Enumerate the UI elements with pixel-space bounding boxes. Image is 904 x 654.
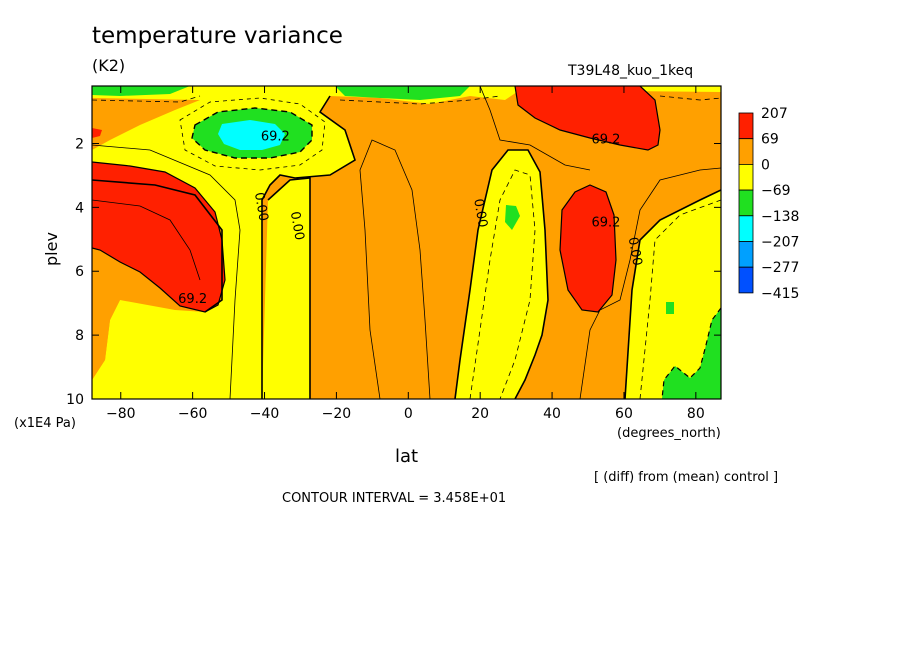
contour-fields — [92, 86, 721, 399]
colorbar-swatch — [738, 215, 754, 242]
field-red-left-small — [92, 128, 102, 138]
contour-line-thin-3 — [579, 167, 721, 399]
colorbar-swatch — [738, 241, 754, 268]
colorbar-swatch — [738, 266, 754, 294]
x-tick-label: 80 — [687, 406, 705, 422]
contour-label: 69.2 — [178, 292, 207, 307]
x-axis-label: lat — [395, 446, 419, 467]
contour-line-neg-top — [92, 95, 721, 105]
field-yellow-right — [625, 190, 721, 399]
field-yellow-top — [92, 86, 721, 399]
y-tick-label: 8 — [75, 328, 84, 344]
colorbar-swatch — [738, 189, 754, 217]
contour-line-neg-center — [469, 169, 536, 399]
field-cyan-blob — [218, 120, 285, 150]
colorbar-label: 0 — [761, 157, 770, 173]
colorbar-label: −69 — [761, 183, 791, 199]
contour-label: 0.00 — [625, 236, 645, 267]
field-red-topright — [515, 86, 660, 150]
contour-labels: 69.2 0.00 0.00 69.2 0.00 69.2 69.2 0.00 — [178, 129, 644, 307]
x-tick-label: −40 — [250, 406, 280, 422]
x-axis-units: (degrees_north) — [617, 426, 721, 441]
colorbar-swatch — [738, 163, 754, 191]
contour-line-zero-center — [454, 149, 549, 399]
contour-line-thin-2 — [359, 139, 431, 399]
colorbar-label: −277 — [761, 260, 799, 276]
plot-frame — [91, 85, 722, 400]
y-tick-label: 10 — [66, 392, 84, 408]
colorbar-swatch — [738, 112, 754, 140]
x-tick-label: −60 — [178, 406, 208, 422]
y-tick-label: 2 — [75, 136, 84, 152]
run-label: T39L48_kuo_1keq — [568, 63, 694, 79]
x-tick-label: 40 — [543, 406, 561, 422]
x-tick-label: −80 — [106, 406, 136, 422]
colorbar-label: −207 — [761, 235, 799, 251]
contour-line-neg-right — [639, 199, 721, 399]
field-green-top-left — [92, 86, 190, 96]
y-tick-label: 6 — [75, 264, 84, 280]
x-tick-label: 0 — [404, 406, 413, 422]
y-tick-label: 4 — [75, 200, 84, 216]
colorbar-label: −415 — [761, 286, 799, 302]
contour-line-zero-mid2 — [267, 177, 311, 399]
contour-line-thin-1 — [92, 144, 241, 399]
field-orange-right-patch — [660, 92, 721, 200]
field-yellow-center-band — [455, 150, 548, 399]
colorbar-label: 207 — [761, 106, 788, 122]
contour-line-zero-mid — [261, 95, 356, 399]
contour-label: 0.00 — [251, 191, 271, 222]
contour-line-69-right — [559, 184, 617, 313]
contour-interval: CONTOUR INTERVAL = 3.458E+01 — [282, 491, 507, 506]
contour-line-neg-bottomright — [661, 307, 721, 399]
contour-line-zero-right — [624, 189, 721, 399]
contour-line-thin-4 — [479, 86, 591, 171]
contour-lines — [92, 86, 721, 399]
y-axis-units: (x1E4 Pa) — [14, 416, 76, 431]
y-axis-ticks: 2 4 6 8 10 — [66, 136, 721, 408]
contour-line-inner-left — [92, 199, 201, 281]
x-tick-label: 20 — [471, 406, 489, 422]
field-green-top-mid — [335, 86, 470, 100]
contour-label: 69.2 — [261, 129, 290, 144]
field-red-left — [92, 162, 225, 312]
x-tick-label: −20 — [322, 406, 352, 422]
colorbar-label: −138 — [761, 209, 799, 225]
field-green-bottomright — [662, 308, 721, 399]
diff-note: [ (diff) from (mean) control ] — [594, 470, 779, 485]
field-red-right-oval — [560, 185, 616, 312]
colorbar: 207 69 0 −69 −138 −207 −277 −415 — [738, 106, 799, 302]
contour-line-neg-blob — [191, 107, 313, 159]
chart-units: (K2) — [92, 56, 126, 75]
field-green-small-right — [666, 302, 674, 314]
chart-title: temperature variance — [92, 23, 343, 49]
colorbar-swatch — [738, 138, 754, 165]
contour-label: 0.00 — [470, 198, 490, 229]
contour-label: 0.00 — [287, 210, 307, 241]
x-tick-label: 60 — [615, 406, 633, 422]
contour-line-69-topright — [514, 86, 661, 151]
field-yellow-right-column — [262, 178, 310, 399]
contour-label: 69.2 — [592, 132, 621, 147]
contour-line-neg-blob-outer — [179, 97, 326, 171]
contour-label: 69.2 — [592, 216, 621, 231]
field-green-center-spot — [505, 205, 520, 230]
contour-line-69-left — [92, 161, 226, 313]
x-axis-ticks: −80 −60 −40 −20 0 20 40 60 80 — [106, 86, 705, 422]
field-yellow-left-bottom — [92, 300, 120, 380]
colorbar-label: 69 — [761, 132, 779, 148]
